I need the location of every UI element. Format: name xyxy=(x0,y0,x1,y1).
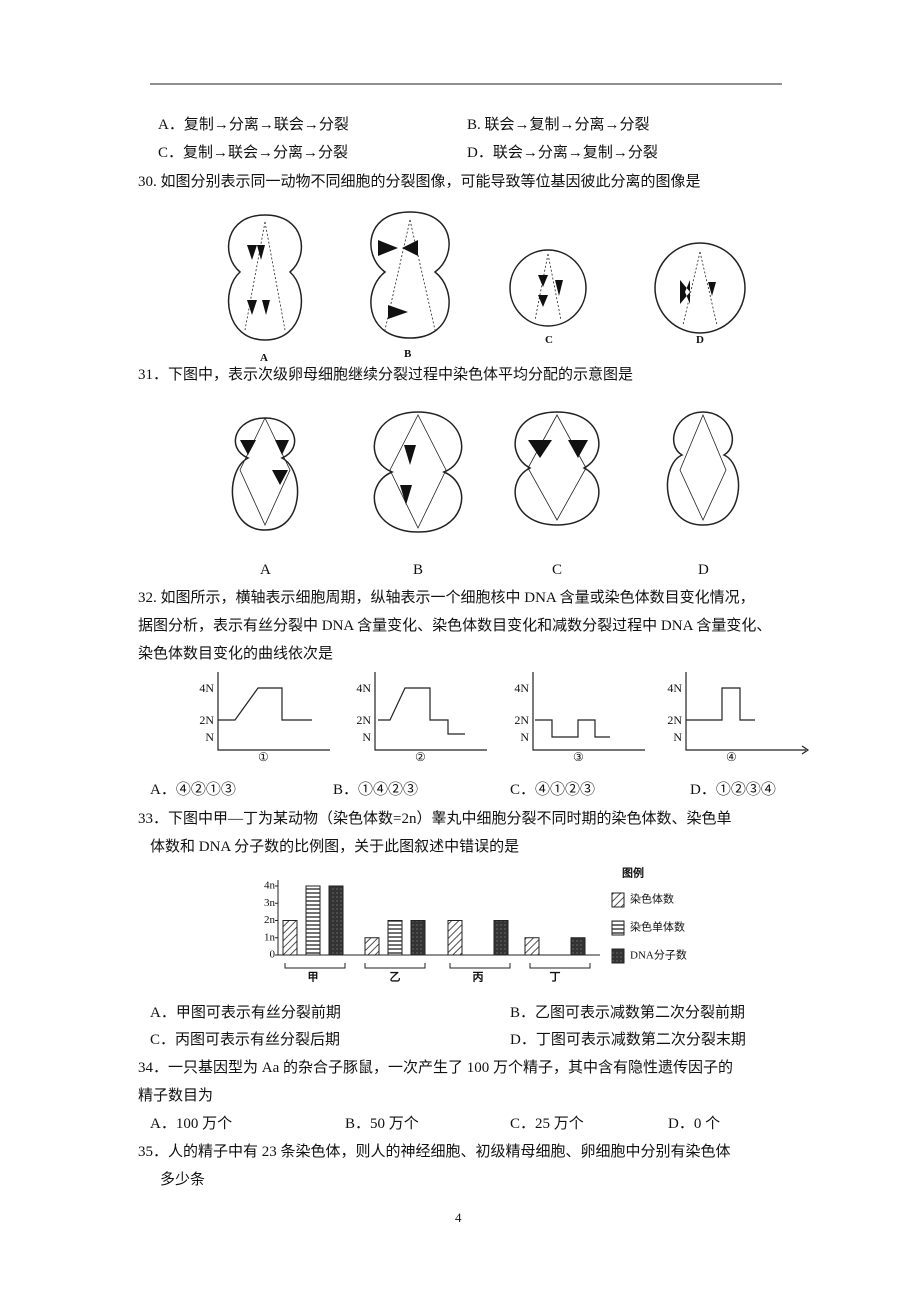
question-stem: 据图分析，表示有丝分裂中 DNA 含量变化、染色体数目变化和减数分裂过程中 DN… xyxy=(138,618,772,634)
option: C．25 万个 xyxy=(510,1116,584,1132)
option: B．50 万个 xyxy=(345,1116,419,1132)
q31-cells xyxy=(231,411,740,533)
y-tick-label: 1n xyxy=(264,931,276,943)
option: A．甲图可表示有丝分裂前期 xyxy=(150,1005,341,1021)
question-stem: 32. 如图所示，横轴表示细胞周期，纵轴表示一个细胞核中 DNA 含量或染色体数… xyxy=(138,590,755,606)
option: D．联会→分离→复制→分裂 xyxy=(467,145,658,161)
legend-label: 染色体数 xyxy=(630,892,674,906)
option: C．④①②③ xyxy=(510,782,596,798)
legend-label: DNA分子数 xyxy=(630,949,687,962)
bar xyxy=(305,885,321,956)
question-stem: 精子数目为 xyxy=(138,1088,214,1104)
option: C．复制→联会→分离→分裂 xyxy=(158,145,349,161)
option: A．④②①③ xyxy=(150,782,236,798)
question-stem: 染色体数目变化的曲线依次是 xyxy=(138,646,334,662)
graph-axis-label: 2N xyxy=(356,713,371,727)
option: B．乙图可表示减数第二次分裂前期 xyxy=(510,1005,746,1021)
question-stem: 多少条 xyxy=(160,1172,206,1188)
page-number: 4 xyxy=(455,1210,462,1225)
graph-axis-label: 2N xyxy=(199,713,214,727)
option: C．丙图可表示有丝分裂后期 xyxy=(150,1032,341,1048)
graph-axis-label: N xyxy=(520,730,529,744)
option: A．100 万个 xyxy=(150,1116,233,1132)
question-stem: 体数和 DNA 分子数的比例图，关于此图叙述中错误的是 xyxy=(150,839,520,855)
question-stem: 34．一只基因型为 Aa 的杂合子豚鼠，一次产生了 100 万个精子，其中含有隐… xyxy=(138,1060,733,1076)
x-tick-label: 丁 xyxy=(550,971,561,984)
graph-label: ① xyxy=(258,750,269,764)
option: D．丁图可表示减数第二次分裂末期 xyxy=(510,1032,746,1048)
y-tick-label: 0 xyxy=(270,949,276,961)
graph-axis-label: N xyxy=(205,730,214,744)
graph-axis-label: 2N xyxy=(514,713,529,727)
bar xyxy=(364,937,380,956)
option: D．0 个 xyxy=(668,1116,721,1132)
graph-axis-label: 4N xyxy=(199,681,214,695)
figure-label: D xyxy=(696,334,704,346)
bar xyxy=(328,885,344,956)
legend-title: 图例 xyxy=(622,866,644,880)
option: A．复制→分离→联会→分裂 xyxy=(158,117,349,133)
graph-axis-label: 2N xyxy=(667,713,682,727)
x-tick-label: 甲 xyxy=(308,971,319,984)
figure-label: A xyxy=(260,352,268,364)
bar xyxy=(282,920,298,956)
graph-label: ③ xyxy=(573,750,584,764)
x-tick-label: 丙 xyxy=(473,971,484,984)
y-tick-label: 4n xyxy=(264,880,276,892)
q30-cells xyxy=(227,211,746,341)
question-stem: 30. 如图分别表示同一动物不同细胞的分裂图像，可能导致等位基因彼此分离的图像是 xyxy=(138,174,701,190)
question-stem: 35．人的精子中有 23 条染色体，则人的神经细胞、初级精母细胞、卵细胞中分别有… xyxy=(138,1144,731,1160)
question-stem: 31．下图中，表示次级卵母细胞继续分裂过程中染色体平均分配的示意图是 xyxy=(138,367,634,383)
figure-label: D xyxy=(698,562,709,578)
graph-label: ② xyxy=(415,750,426,764)
bar xyxy=(493,920,509,956)
option: D．①②③④ xyxy=(690,782,776,798)
bar xyxy=(570,937,586,956)
bar xyxy=(410,920,426,956)
q30-chromosomes xyxy=(247,240,716,319)
option: B．①④②③ xyxy=(333,782,419,798)
figure-label: C xyxy=(552,562,563,578)
y-tick-label: 3n xyxy=(264,897,276,909)
graph-axis-label: N xyxy=(673,730,682,744)
graph-axis-label: 4N xyxy=(356,681,371,695)
option: B. 联会→复制→分离→分裂 xyxy=(467,117,650,133)
y-tick-label: 2n xyxy=(264,914,276,926)
legend-label: 染色单体数 xyxy=(630,920,685,934)
figure-label: C xyxy=(545,334,553,346)
graph-axis-label: N xyxy=(362,730,371,744)
bar xyxy=(447,920,463,956)
q32-graphs xyxy=(217,672,810,755)
legend-swatch xyxy=(611,948,625,964)
legend-swatch xyxy=(611,892,625,908)
q33-chart-frame xyxy=(277,880,600,969)
graph-axis-label: 4N xyxy=(667,681,682,695)
x-tick-label: 乙 xyxy=(390,971,401,984)
figure-label: A xyxy=(260,562,271,578)
question-stem: 33．下图中甲—丁为某动物（染色体数=2n）睾丸中细胞分裂不同时期的染色体数、染… xyxy=(138,811,732,827)
bar xyxy=(387,920,403,956)
bar xyxy=(524,937,540,956)
figure-label: B xyxy=(413,562,424,578)
figure-label: B xyxy=(404,348,412,360)
legend-swatch xyxy=(611,920,625,936)
graph-label: ④ xyxy=(726,750,737,764)
graph-axis-label: 4N xyxy=(514,681,529,695)
